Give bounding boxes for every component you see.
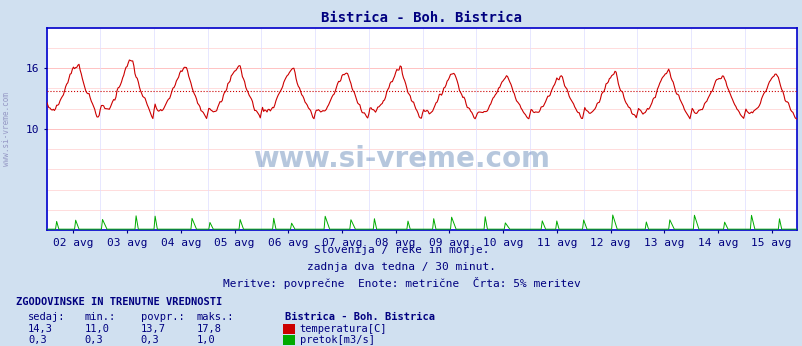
Text: 14,3: 14,3: [28, 324, 53, 334]
Title: Bistrica - Boh. Bistrica: Bistrica - Boh. Bistrica: [321, 11, 522, 25]
Text: 0,3: 0,3: [140, 335, 159, 345]
Text: pretok[m3/s]: pretok[m3/s]: [299, 335, 374, 345]
Text: www.si-vreme.com: www.si-vreme.com: [253, 145, 549, 173]
Text: Slovenija / reke in morje.: Slovenija / reke in morje.: [314, 245, 488, 255]
Text: ZGODOVINSKE IN TRENUTNE VREDNOSTI: ZGODOVINSKE IN TRENUTNE VREDNOSTI: [16, 297, 222, 307]
Text: 1,0: 1,0: [196, 335, 215, 345]
Text: Meritve: povprečne  Enote: metrične  Črta: 5% meritev: Meritve: povprečne Enote: metrične Črta:…: [222, 277, 580, 289]
Text: temperatura[C]: temperatura[C]: [299, 324, 387, 334]
Text: 17,8: 17,8: [196, 324, 221, 334]
Text: zadnja dva tedna / 30 minut.: zadnja dva tedna / 30 minut.: [306, 262, 496, 272]
Text: 0,3: 0,3: [84, 335, 103, 345]
Text: maks.:: maks.:: [196, 312, 234, 322]
Text: 0,3: 0,3: [28, 335, 47, 345]
Text: povpr.:: povpr.:: [140, 312, 184, 322]
Text: www.si-vreme.com: www.si-vreme.com: [2, 92, 11, 166]
Text: 13,7: 13,7: [140, 324, 165, 334]
Text: min.:: min.:: [84, 312, 115, 322]
Text: Bistrica - Boh. Bistrica: Bistrica - Boh. Bistrica: [285, 312, 435, 322]
Text: 11,0: 11,0: [84, 324, 109, 334]
Text: sedaj:: sedaj:: [28, 312, 66, 322]
